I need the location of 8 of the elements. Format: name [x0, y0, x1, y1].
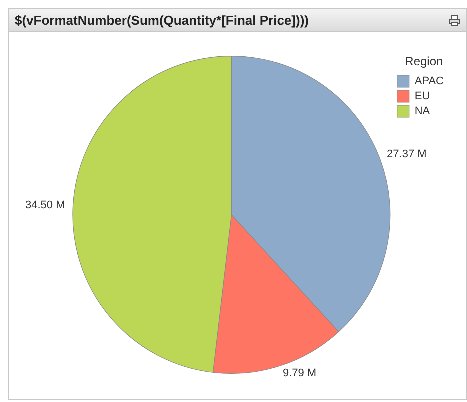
chart-title: $(vFormatNumber(Sum(Quantity*[Final Price]))) — [15, 12, 309, 28]
legend-label: EU — [414, 90, 430, 102]
legend-title: Region — [405, 54, 444, 68]
data-label: 34.50 M — [26, 199, 66, 212]
legend-label: APAC — [414, 75, 444, 88]
legend-label: NA — [414, 105, 431, 118]
data-label: 9.79 M — [282, 368, 317, 380]
data-label: 27.37 M — [387, 148, 427, 161]
